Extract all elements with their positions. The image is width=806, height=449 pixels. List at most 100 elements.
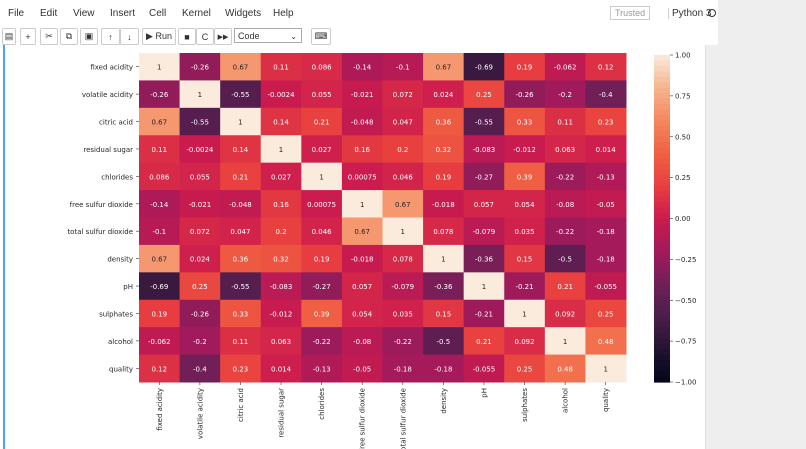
cell-value-label: 0.072 [393,91,413,99]
heatmap-cell [504,272,546,301]
colorbar-segment [654,365,670,372]
cell-value-label: 0.33 [517,119,533,127]
cell-value-label: 0.36 [233,256,249,264]
heatmap-cell [585,135,627,164]
cell-value-label: -0.36 [475,256,494,264]
heatmap-cell [220,53,262,81]
cell-value-label: 0.23 [233,365,249,373]
heatmap-cell [260,80,302,109]
cell-value-label: -0.14 [150,201,169,209]
cell-value-label: 0.21 [233,173,249,181]
heatmap-cell [585,80,627,109]
cell-value-label: 1 [401,228,405,236]
heatmap-cell [544,327,586,356]
heatmap-cell [220,80,262,109]
cell-value-label: 0.25 [476,91,492,99]
colorbar-segment [654,98,670,105]
heatmap-cell [260,190,302,218]
cell-value-label: 0.078 [393,256,413,264]
run-button[interactable]: ▶ Run [142,28,176,45]
menu-help[interactable]: Help [273,8,294,19]
colorbar-segment [654,153,670,160]
colorbar-segment [654,349,670,356]
heatmap-cell [504,135,546,164]
heatmap-cell [585,354,627,383]
keyboard-shortcuts-button[interactable]: ⌨ [311,28,331,45]
heatmap-cell [179,53,221,81]
cell-value-label: -0.018 [432,201,455,209]
colorbar-segment [654,109,670,116]
cell-value-label: 0.00075 [348,173,377,181]
row-label: residual sugar [83,146,133,154]
menu-cell[interactable]: Cell [149,8,167,19]
heatmap-cell [341,107,383,136]
cell-value-label: 0.11 [557,119,573,127]
toolbar: ▤ + ✂ ⧉ ▣ ↑ ↓ ▶ Run ■ C ▶▶ ⌨ [0,27,718,45]
paste-button[interactable]: ▣ [80,28,98,45]
heatmap-cell [139,80,181,109]
colorbar-segment [654,164,670,171]
cell-value-label: -0.05 [597,201,615,209]
cell-value-label: -0.062 [554,64,577,72]
save-button[interactable]: ▤ [2,28,16,45]
heatmap-cell [382,354,424,383]
heatmap-cell [301,190,343,218]
stop-button[interactable]: ■ [178,28,196,45]
column-label: free sulfur dioxide [359,388,367,449]
heatmap-cell [585,217,627,246]
cell-value-label: 0.67 [354,228,370,236]
menu-widgets[interactable]: Widgets [225,8,262,19]
menu-view[interactable]: View [73,8,95,19]
menu-file[interactable]: File [8,8,25,19]
heatmap-cell [179,162,221,191]
cell-value-label: -0.26 [515,91,534,99]
cell-value-label: 0.23 [598,119,614,127]
row-label: pH [123,283,133,291]
cell-value-label: -0.5 [558,256,572,264]
colorbar-segment [654,125,670,132]
colorbar-segment [654,251,670,258]
heatmap-cell [382,217,424,246]
heatmap-cell [139,190,181,218]
menu-insert[interactable]: Insert [110,8,136,19]
cell-value-label: -0.083 [473,146,496,154]
row-label: volatile acidity [82,91,133,99]
insert-cell-button[interactable]: + [20,28,36,45]
copy-button[interactable]: ⧉ [60,28,78,45]
cell-value-label: 1 [360,201,364,209]
colorbar-segment [654,262,670,269]
menu-edit[interactable]: Edit [40,8,58,19]
colorbar-segment [654,191,670,198]
colorbar-tick-label: −0.25 [675,256,696,264]
cell-value-label: -0.69 [150,283,168,291]
trusted-badge[interactable]: Trusted [610,6,651,20]
heatmap-cell [504,162,546,191]
heatmap-cell [341,217,383,246]
cut-button[interactable]: ✂ [40,28,58,45]
move-down-button[interactable]: ↓ [120,28,139,45]
heatmap-cell [463,272,505,301]
cell-value-label: 0.48 [557,365,573,373]
heatmap-cell [341,53,383,81]
heatmap-cell [301,327,343,356]
restart-run-all-button[interactable]: ▶▶ [214,28,232,45]
colorbar-segment [654,256,670,263]
kernel-name[interactable]: Python 3 [668,8,711,19]
colorbar-segment [654,338,670,345]
cell-value-label: 0.21 [476,338,492,346]
cell-value-label: 0.15 [517,256,533,264]
cell-value-label: -0.079 [392,283,415,291]
cell-value-label: 0.078 [433,228,453,236]
cell-value-label: 0.67 [436,64,452,72]
cell-value-label: -0.13 [597,173,615,181]
cell-type-select[interactable]: Code ⌄ [234,28,302,43]
colorbar-segment [654,55,670,62]
heatmap-cell [301,162,343,191]
move-up-button[interactable]: ↑ [101,28,120,45]
chevron-down-icon: ⌄ [290,32,297,41]
menu-kernel[interactable]: Kernel [182,8,211,19]
restart-button[interactable]: C [196,28,214,45]
cell-value-label: 0.14 [233,146,249,154]
heatmap-cell [423,80,465,109]
cell-value-label: -0.055 [473,365,496,373]
